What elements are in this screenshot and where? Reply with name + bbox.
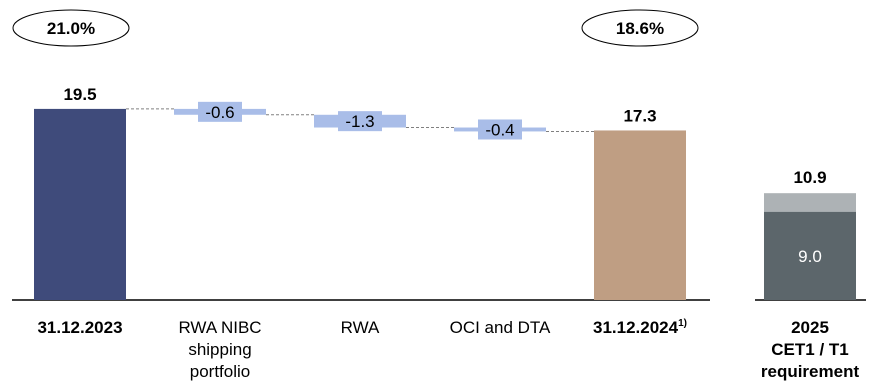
- data-label-box: [478, 119, 522, 140]
- data-label-box: [198, 101, 242, 122]
- footnote-marker: 1): [678, 318, 687, 329]
- requirement-category-label: CET1 / T1: [771, 340, 848, 359]
- requirement-total-label: 10.9: [793, 168, 826, 187]
- category-label: shipping: [188, 340, 251, 359]
- category-label: OCI and DTA: [450, 318, 551, 337]
- data-label: -1.3: [345, 112, 374, 131]
- category-label: 31.12.20241): [593, 318, 687, 337]
- requirement-category-label: 2025: [791, 318, 829, 337]
- bar-total: [594, 130, 686, 300]
- bar-total: [34, 108, 126, 301]
- requirement-bar-base: [764, 211, 856, 300]
- data-label: -0.4: [485, 120, 514, 139]
- ratio-label: 21.0%: [47, 19, 95, 38]
- data-label: 19.5: [63, 85, 96, 104]
- category-label: portfolio: [190, 362, 250, 381]
- data-label: -0.6: [205, 103, 234, 122]
- requirement-bar-top: [764, 193, 856, 212]
- requirement-category-label: requirement: [761, 362, 860, 381]
- data-label: 17.3: [623, 106, 656, 125]
- category-label: 31.12.2023: [37, 318, 122, 337]
- category-label: RWA: [341, 318, 380, 337]
- ratio-ellipse: [12, 9, 130, 47]
- ratio-label: 18.6%: [616, 19, 664, 38]
- requirement-base-label: 9.0: [798, 247, 822, 266]
- data-label-box: [338, 111, 382, 132]
- ratio-ellipse: [581, 9, 699, 47]
- category-label: RWA NIBC: [178, 318, 261, 337]
